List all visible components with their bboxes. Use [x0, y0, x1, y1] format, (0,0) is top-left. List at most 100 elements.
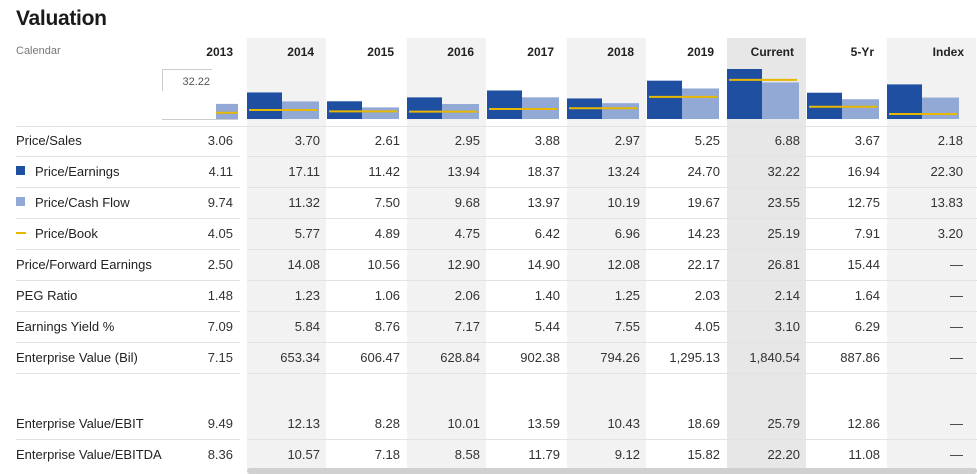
cell: 2.06 — [454, 288, 480, 303]
cell: 887.86 — [840, 350, 880, 365]
row-divider — [16, 439, 240, 440]
cell: 32.22 — [767, 164, 800, 179]
cell: 10.43 — [607, 416, 640, 431]
row-divider — [16, 249, 240, 250]
bar-price-earnings-2017 — [487, 90, 522, 119]
cell: 24.70 — [687, 164, 720, 179]
cell: 4.05 — [207, 226, 233, 241]
cell: 12.86 — [847, 416, 880, 431]
column-header-2019: 2019 — [687, 45, 714, 59]
row-label-0: Price/Sales — [16, 133, 82, 148]
bar-price-earnings-current — [727, 69, 762, 119]
cell: 1,295.13 — [669, 350, 720, 365]
bar-price-cashflow-2013 — [216, 103, 238, 119]
row-divider — [247, 218, 977, 219]
row-label-text: Price/Book — [35, 226, 98, 241]
cell: 12.75 — [847, 195, 880, 210]
cell: — — [950, 257, 963, 272]
cell: 8.36 — [207, 447, 233, 462]
cell: — — [950, 416, 963, 431]
legend-square-light-icon — [16, 197, 25, 206]
cell: 1.64 — [854, 288, 880, 303]
cell: 2.18 — [937, 133, 963, 148]
row-label-text: Price/Sales — [16, 133, 82, 148]
cell: 14.90 — [527, 257, 560, 272]
bar-price-cashflow-index — [922, 97, 959, 119]
cell: 653.34 — [280, 350, 320, 365]
cell: 16.94 — [847, 164, 880, 179]
cell: 7.55 — [614, 319, 640, 334]
column-header-2013: 2013 — [206, 45, 233, 59]
cell: 3.10 — [774, 319, 800, 334]
row-label-6: Earnings Yield % — [16, 319, 114, 334]
row-label-5: PEG Ratio — [16, 288, 77, 303]
row-label-text: Price/Cash Flow — [35, 195, 130, 210]
cell: 14.23 — [687, 226, 720, 241]
row-label-text: Price/Forward Earnings — [16, 257, 152, 272]
cell: 12.08 — [607, 257, 640, 272]
row-divider — [247, 311, 977, 312]
row-label-8: Enterprise Value/EBIT — [16, 416, 144, 431]
row-divider — [247, 187, 977, 188]
cell: 3.70 — [294, 133, 320, 148]
cell: — — [950, 319, 963, 334]
row-label-text: Earnings Yield % — [16, 319, 115, 334]
column-header-2017: 2017 — [527, 45, 554, 59]
cell: 2.95 — [454, 133, 480, 148]
cell: 9.12 — [614, 447, 640, 462]
cell: 17.11 — [288, 164, 320, 179]
cell: 3.67 — [854, 133, 880, 148]
cell: 9.68 — [454, 195, 480, 210]
cell: 9.49 — [207, 416, 233, 431]
cell: 10.57 — [287, 447, 320, 462]
row-divider — [16, 373, 240, 374]
row-divider — [16, 156, 240, 157]
row-label-text: PEG Ratio — [16, 288, 78, 303]
cell: 4.05 — [694, 319, 720, 334]
cell: — — [950, 350, 963, 365]
cell: 10.56 — [367, 257, 400, 272]
axis-max-label: 32.22 — [162, 69, 212, 91]
column-header-2015: 2015 — [367, 45, 394, 59]
cell: 26.81 — [767, 257, 800, 272]
legend-square-dark-icon — [16, 166, 25, 175]
column-header-2016: 2016 — [447, 45, 474, 59]
bar-price-cashflow-2015 — [362, 107, 399, 119]
cell: 19.67 — [687, 195, 720, 210]
column-header-current: Current — [750, 45, 794, 59]
cell: 7.50 — [374, 195, 400, 210]
cell: 902.38 — [520, 350, 560, 365]
cell: 12.90 — [447, 257, 480, 272]
row-divider — [247, 249, 977, 250]
horizontal-scrollbar[interactable] — [247, 468, 977, 474]
cell: 6.88 — [774, 133, 800, 148]
bar-price-cashflow-2019 — [682, 88, 719, 119]
cell: 7.91 — [854, 226, 880, 241]
cell: 628.84 — [440, 350, 480, 365]
cell: 606.47 — [360, 350, 400, 365]
cell: 18.69 — [687, 416, 720, 431]
cell: 6.96 — [614, 226, 640, 241]
row-label-3: Price/Book — [16, 226, 98, 241]
cell: 3.20 — [937, 226, 963, 241]
row-divider — [16, 187, 240, 188]
cell: 4.75 — [454, 226, 480, 241]
cell: 1.40 — [534, 288, 560, 303]
cell: 9.74 — [207, 195, 233, 210]
cell: 22.30 — [930, 164, 963, 179]
cell: 5.77 — [294, 226, 320, 241]
cell: 3.06 — [207, 133, 233, 148]
legend-line-gold-icon — [16, 232, 26, 234]
cell: 8.28 — [374, 416, 400, 431]
cell: 11.08 — [848, 447, 880, 462]
cell: 1.23 — [294, 288, 320, 303]
cell: 11.32 — [288, 195, 320, 210]
cell: 7.17 — [454, 319, 480, 334]
cell: 2.61 — [374, 133, 400, 148]
cell: 8.76 — [374, 319, 400, 334]
row-label-text: Enterprise Value/EBIT — [16, 416, 144, 431]
bar-price-earnings-2016 — [407, 97, 442, 119]
cell: 7.18 — [374, 447, 400, 462]
column-header-index: Index — [932, 45, 964, 59]
